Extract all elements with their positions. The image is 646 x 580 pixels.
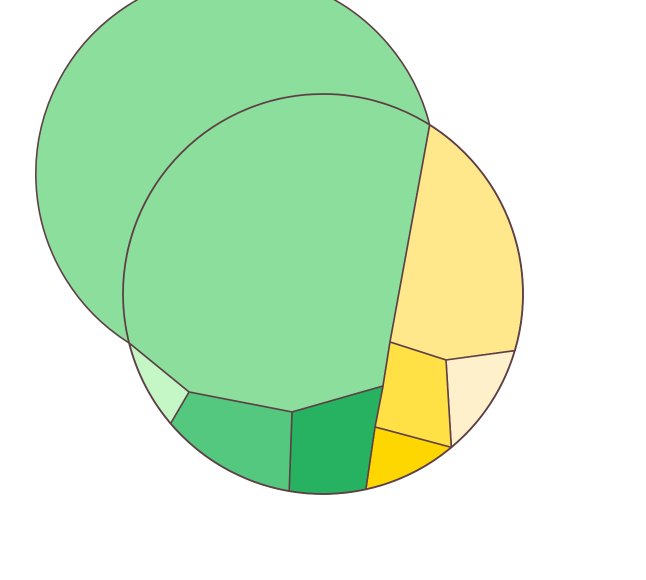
voronoi-cell-3 — [445, 349, 516, 449]
voronoi-cell-1 — [35, 0, 431, 413]
chart-outline-circle — [122, 93, 524, 495]
cells-layer — [35, 0, 524, 495]
